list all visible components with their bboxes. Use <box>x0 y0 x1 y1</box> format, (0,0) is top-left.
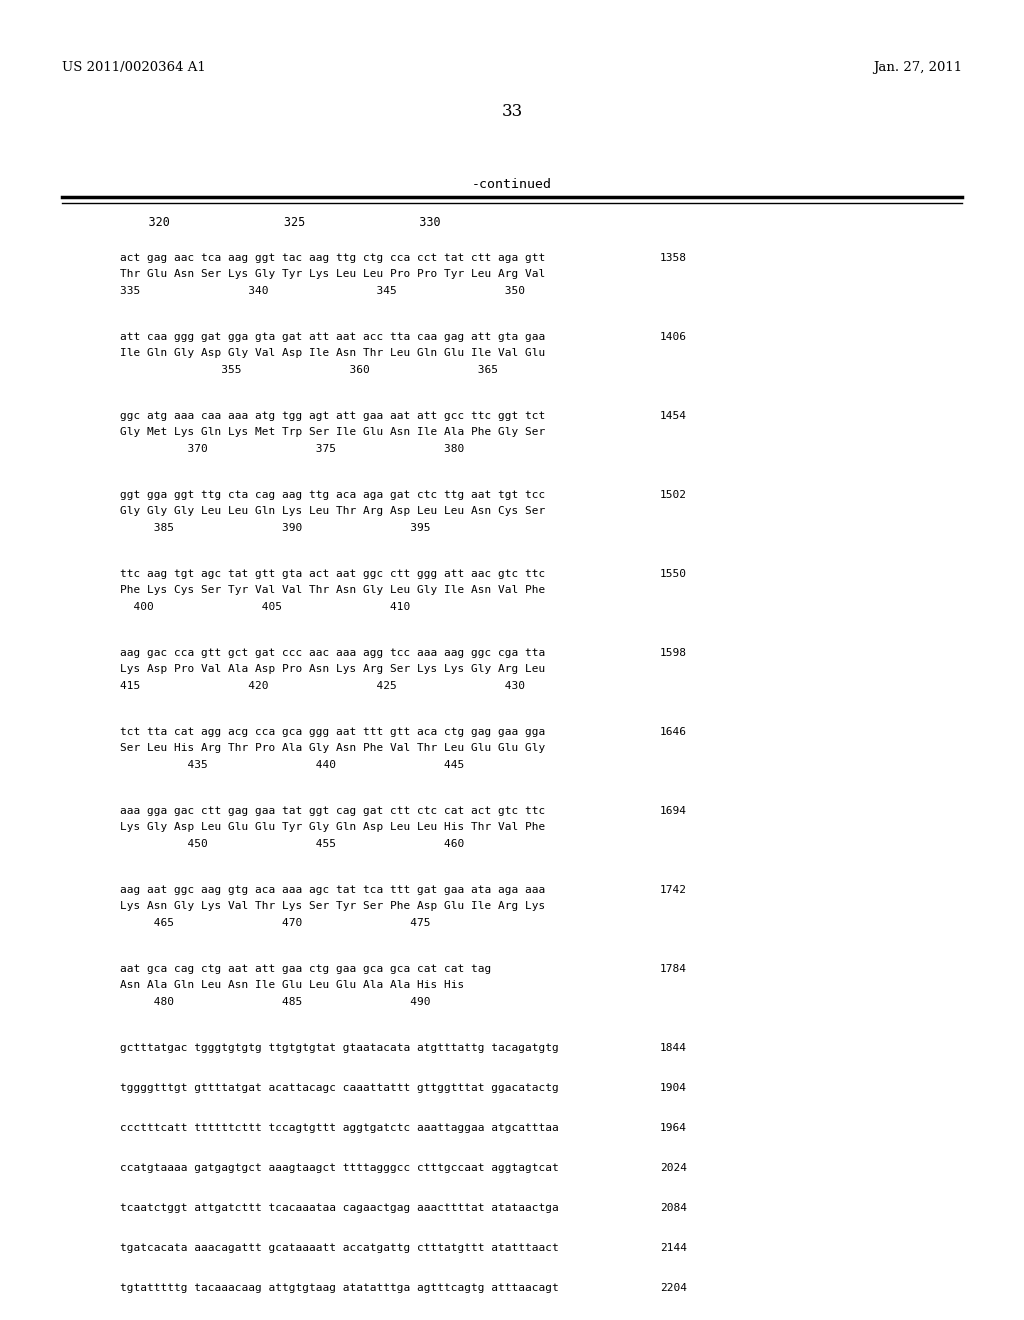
Text: 1694: 1694 <box>660 807 687 816</box>
Text: 1598: 1598 <box>660 648 687 657</box>
Text: 435                440                445: 435 440 445 <box>120 760 464 770</box>
Text: 2144: 2144 <box>660 1243 687 1253</box>
Text: 2084: 2084 <box>660 1203 687 1213</box>
Text: aat gca cag ctg aat att gaa ctg gaa gca gca cat cat tag: aat gca cag ctg aat att gaa ctg gaa gca … <box>120 964 492 974</box>
Text: US 2011/0020364 A1: US 2011/0020364 A1 <box>62 62 206 74</box>
Text: Ile Gln Gly Asp Gly Val Asp Ile Asn Thr Leu Gln Glu Ile Val Glu: Ile Gln Gly Asp Gly Val Asp Ile Asn Thr … <box>120 348 545 358</box>
Text: Asn Ala Gln Leu Asn Ile Glu Leu Glu Ala Ala His His: Asn Ala Gln Leu Asn Ile Glu Leu Glu Ala … <box>120 979 464 990</box>
Text: Jan. 27, 2011: Jan. 27, 2011 <box>872 62 962 74</box>
Text: -continued: -continued <box>472 178 552 191</box>
Text: aag aat ggc aag gtg aca aaa agc tat tca ttt gat gaa ata aga aaa: aag aat ggc aag gtg aca aaa agc tat tca … <box>120 884 545 895</box>
Text: 480                485                490: 480 485 490 <box>120 997 430 1007</box>
Text: ccatgtaaaa gatgagtgct aaagtaagct ttttagggcc ctttgccaat aggtagtcat: ccatgtaaaa gatgagtgct aaagtaagct ttttagg… <box>120 1163 559 1173</box>
Text: ttc aag tgt agc tat gtt gta act aat ggc ctt ggg att aac gtc ttc: ttc aag tgt agc tat gtt gta act aat ggc … <box>120 569 545 579</box>
Text: 1358: 1358 <box>660 253 687 263</box>
Text: 2204: 2204 <box>660 1283 687 1294</box>
Text: Lys Gly Asp Leu Glu Glu Tyr Gly Gln Asp Leu Leu His Thr Val Phe: Lys Gly Asp Leu Glu Glu Tyr Gly Gln Asp … <box>120 822 545 832</box>
Text: Ser Leu His Arg Thr Pro Ala Gly Asn Phe Val Thr Leu Glu Glu Gly: Ser Leu His Arg Thr Pro Ala Gly Asn Phe … <box>120 743 545 752</box>
Text: 1646: 1646 <box>660 727 687 737</box>
Text: Lys Asn Gly Lys Val Thr Lys Ser Tyr Ser Phe Asp Glu Ile Arg Lys: Lys Asn Gly Lys Val Thr Lys Ser Tyr Ser … <box>120 902 545 911</box>
Text: 355                360                365: 355 360 365 <box>120 366 498 375</box>
Text: ccctttcatt ttttttcttt tccagtgttt aggtgatctc aaattaggaa atgcatttaa: ccctttcatt ttttttcttt tccagtgttt aggtgat… <box>120 1123 559 1133</box>
Text: Gly Met Lys Gln Lys Met Trp Ser Ile Glu Asn Ile Ala Phe Gly Ser: Gly Met Lys Gln Lys Met Trp Ser Ile Glu … <box>120 426 545 437</box>
Text: Phe Lys Cys Ser Tyr Val Val Thr Asn Gly Leu Gly Ile Asn Val Phe: Phe Lys Cys Ser Tyr Val Val Thr Asn Gly … <box>120 585 545 595</box>
Text: 33: 33 <box>502 103 522 120</box>
Text: Gly Gly Gly Leu Leu Gln Lys Leu Thr Arg Asp Leu Leu Asn Cys Ser: Gly Gly Gly Leu Leu Gln Lys Leu Thr Arg … <box>120 506 545 516</box>
Text: 2024: 2024 <box>660 1163 687 1173</box>
Text: 370                375                380: 370 375 380 <box>120 444 464 454</box>
Text: Lys Asp Pro Val Ala Asp Pro Asn Lys Arg Ser Lys Lys Gly Arg Leu: Lys Asp Pro Val Ala Asp Pro Asn Lys Arg … <box>120 664 545 675</box>
Text: 385                390                395: 385 390 395 <box>120 523 430 533</box>
Text: aag gac cca gtt gct gat ccc aac aaa agg tcc aaa aag ggc cga tta: aag gac cca gtt gct gat ccc aac aaa agg … <box>120 648 545 657</box>
Text: 1550: 1550 <box>660 569 687 579</box>
Text: 1406: 1406 <box>660 333 687 342</box>
Text: 1454: 1454 <box>660 411 687 421</box>
Text: 1904: 1904 <box>660 1082 687 1093</box>
Text: 400                405                410: 400 405 410 <box>120 602 411 612</box>
Text: tgtatttttg tacaaacaag attgtgtaag atatatttga agtttcagtg atttaacagt: tgtatttttg tacaaacaag attgtgtaag atatatt… <box>120 1283 559 1294</box>
Text: act gag aac tca aag ggt tac aag ttg ctg cca cct tat ctt aga gtt: act gag aac tca aag ggt tac aag ttg ctg … <box>120 253 545 263</box>
Text: 415                420                425                430: 415 420 425 430 <box>120 681 525 690</box>
Text: tct tta cat agg acg cca gca ggg aat ttt gtt aca ctg gag gaa gga: tct tta cat agg acg cca gca ggg aat ttt … <box>120 727 545 737</box>
Text: gctttatgac tgggtgtgtg ttgtgtgtat gtaatacata atgtttattg tacagatgtg: gctttatgac tgggtgtgtg ttgtgtgtat gtaatac… <box>120 1043 559 1053</box>
Text: 1784: 1784 <box>660 964 687 974</box>
Text: 320                325                330: 320 325 330 <box>120 215 440 228</box>
Text: 1964: 1964 <box>660 1123 687 1133</box>
Text: 465                470                475: 465 470 475 <box>120 917 430 928</box>
Text: 1742: 1742 <box>660 884 687 895</box>
Text: att caa ggg gat gga gta gat att aat acc tta caa gag att gta gaa: att caa ggg gat gga gta gat att aat acc … <box>120 333 545 342</box>
Text: tgatcacata aaacagattt gcataaaatt accatgattg ctttatgttt atatttaact: tgatcacata aaacagattt gcataaaatt accatga… <box>120 1243 559 1253</box>
Text: Thr Glu Asn Ser Lys Gly Tyr Lys Leu Leu Pro Pro Tyr Leu Arg Val: Thr Glu Asn Ser Lys Gly Tyr Lys Leu Leu … <box>120 269 545 279</box>
Text: 450                455                460: 450 455 460 <box>120 840 464 849</box>
Text: 1502: 1502 <box>660 490 687 500</box>
Text: aaa gga gac ctt gag gaa tat ggt cag gat ctt ctc cat act gtc ttc: aaa gga gac ctt gag gaa tat ggt cag gat … <box>120 807 545 816</box>
Text: tcaatctggt attgatcttt tcacaaataa cagaactgag aaacttttat atataactga: tcaatctggt attgatcttt tcacaaataa cagaact… <box>120 1203 559 1213</box>
Text: 335                340                345                350: 335 340 345 350 <box>120 286 525 296</box>
Text: tggggtttgt gttttatgat acattacagc caaattattt gttggtttat ggacatactg: tggggtttgt gttttatgat acattacagc caaatta… <box>120 1082 559 1093</box>
Text: ggc atg aaa caa aaa atg tgg agt att gaa aat att gcc ttc ggt tct: ggc atg aaa caa aaa atg tgg agt att gaa … <box>120 411 545 421</box>
Text: 1844: 1844 <box>660 1043 687 1053</box>
Text: ggt gga ggt ttg cta cag aag ttg aca aga gat ctc ttg aat tgt tcc: ggt gga ggt ttg cta cag aag ttg aca aga … <box>120 490 545 500</box>
